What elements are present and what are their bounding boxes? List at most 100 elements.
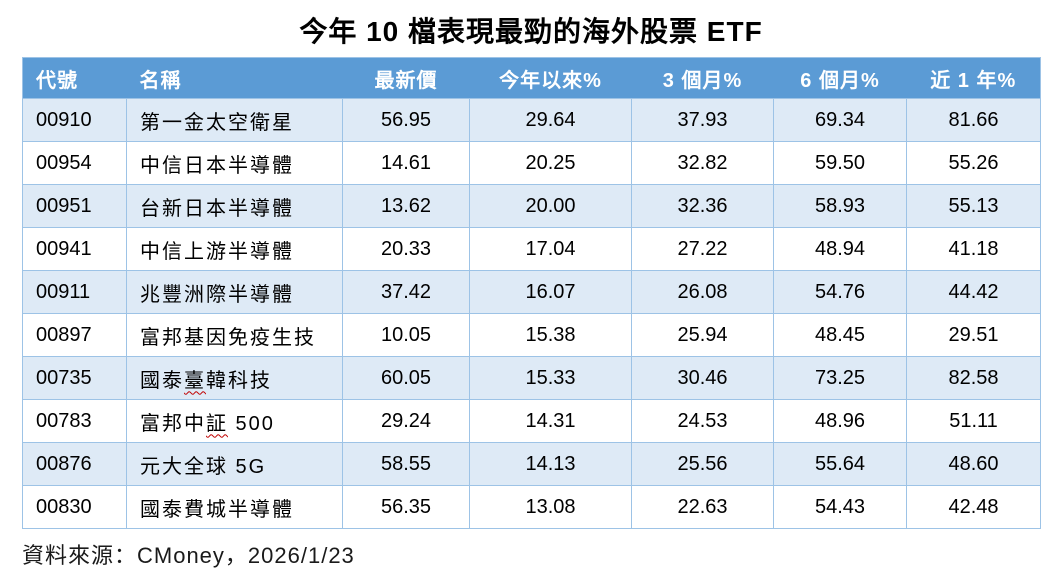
cell-code: 00783 (22, 399, 127, 443)
cell-ytd: 13.08 (469, 485, 632, 529)
cell-name: 富邦中証 500 (126, 399, 343, 443)
name-text: 國泰 (140, 369, 184, 392)
cell-name: 兆豐洲際半導體 (126, 270, 343, 314)
cell-code: 00735 (22, 356, 127, 400)
name-text: 中信上游半導體 (140, 240, 294, 263)
cell-price: 13.62 (342, 184, 470, 228)
source-note: 資料來源：CMoney，2026/1/23 (22, 543, 355, 568)
column-header-latest-price: 最新價 (342, 57, 470, 99)
name-text: 元大全球 5G (140, 455, 267, 478)
cell-y1: 42.48 (906, 485, 1041, 529)
etf-table-body: 00910 第一金太空衛星 56.95 29.64 37.93 69.34 81.66 009… (22, 98, 1041, 529)
cell-m3: 24.53 (631, 399, 774, 443)
cell-m6: 73.25 (773, 356, 907, 400)
cell-m6: 55.64 (773, 442, 907, 486)
cell-m6: 69.34 (773, 98, 907, 142)
cell-m6: 54.76 (773, 270, 907, 314)
column-header-name: 名稱 (126, 57, 343, 99)
cell-code: 00876 (22, 442, 127, 486)
cell-name: 國泰臺韓科技 (126, 356, 343, 400)
cell-name: 中信日本半導體 (126, 141, 343, 185)
cell-ytd: 29.64 (469, 98, 632, 142)
cell-name: 富邦基因免疫生技 (126, 313, 343, 357)
cell-y1: 29.51 (906, 313, 1041, 357)
etf-performance-table: 代號 名稱 最新價 今年以來% 3 個月% 6 個月% 近 1 年% 00910… (22, 57, 1041, 529)
cell-m6: 48.96 (773, 399, 907, 443)
table-row: 00911 兆豐洲際半導體 37.42 16.07 26.08 54.76 44.42 (22, 270, 1041, 314)
cell-m6: 54.43 (773, 485, 907, 529)
cell-price: 56.95 (342, 98, 470, 142)
cell-m3: 27.22 (631, 227, 774, 271)
table-row: 00910 第一金太空衛星 56.95 29.64 37.93 69.34 81.66 (22, 98, 1041, 142)
cell-y1: 55.26 (906, 141, 1041, 185)
table-row: 00876 元大全球 5G 58.55 14.13 25.56 55.64 48.60 (22, 442, 1041, 486)
misspelled-text: 臺 (184, 369, 206, 392)
cell-price: 29.24 (342, 399, 470, 443)
cell-price: 56.35 (342, 485, 470, 529)
cell-m3: 25.94 (631, 313, 774, 357)
name-text: 中信日本半導體 (140, 154, 294, 177)
cell-y1: 51.11 (906, 399, 1041, 443)
cell-ytd: 14.13 (469, 442, 632, 486)
cell-name: 國泰費城半導體 (126, 485, 343, 529)
misspelled-text: 証 (206, 412, 228, 435)
column-header-3month-percent: 3 個月% (631, 57, 774, 99)
cell-code: 00954 (22, 141, 127, 185)
cell-price: 10.05 (342, 313, 470, 357)
cell-code: 00951 (22, 184, 127, 228)
table-row: 00941 中信上游半導體 20.33 17.04 27.22 48.94 41.18 (22, 227, 1041, 271)
cell-price: 37.42 (342, 270, 470, 314)
table-row: 00897 富邦基因免疫生技 10.05 15.38 25.94 48.45 29.51 (22, 313, 1041, 357)
cell-m6: 59.50 (773, 141, 907, 185)
cell-y1: 55.13 (906, 184, 1041, 228)
name-text: 國泰費城半導體 (140, 498, 294, 521)
cell-m3: 32.36 (631, 184, 774, 228)
cell-code: 00941 (22, 227, 127, 271)
cell-price: 58.55 (342, 442, 470, 486)
column-header-1year-percent: 近 1 年% (906, 57, 1041, 99)
cell-name: 第一金太空衛星 (126, 98, 343, 142)
cell-m3: 26.08 (631, 270, 774, 314)
cell-m3: 30.46 (631, 356, 774, 400)
name-text: 500 (228, 412, 275, 435)
table-row: 00783 富邦中証 500 29.24 14.31 24.53 48.96 51.11 (22, 399, 1041, 443)
name-text: 第一金太空衛星 (140, 111, 294, 134)
cell-y1: 82.58 (906, 356, 1041, 400)
cell-y1: 48.60 (906, 442, 1041, 486)
cell-name: 元大全球 5G (126, 442, 343, 486)
column-header-ytd-percent: 今年以來% (469, 57, 632, 99)
cell-y1: 44.42 (906, 270, 1041, 314)
cell-ytd: 14.31 (469, 399, 632, 443)
cell-m3: 32.82 (631, 141, 774, 185)
cell-name: 台新日本半導體 (126, 184, 343, 228)
cell-code: 00911 (22, 270, 127, 314)
cell-ytd: 20.25 (469, 141, 632, 185)
cell-name: 中信上游半導體 (126, 227, 343, 271)
cell-code: 00897 (22, 313, 127, 357)
cell-m6: 48.45 (773, 313, 907, 357)
column-header-code: 代號 (22, 57, 127, 99)
cell-code: 00910 (22, 98, 127, 142)
name-text: 台新日本半導體 (140, 197, 294, 220)
name-text: 富邦基因免疫生技 (140, 326, 316, 349)
cell-ytd: 20.00 (469, 184, 632, 228)
table-header-row: 代號 名稱 最新價 今年以來% 3 個月% 6 個月% 近 1 年% (22, 57, 1041, 99)
cell-price: 60.05 (342, 356, 470, 400)
cell-ytd: 17.04 (469, 227, 632, 271)
table-row: 00735 國泰臺韓科技 60.05 15.33 30.46 73.25 82.58 (22, 356, 1041, 400)
name-text: 兆豐洲際半導體 (140, 283, 294, 306)
column-header-6month-percent: 6 個月% (773, 57, 907, 99)
cell-m6: 48.94 (773, 227, 907, 271)
cell-price: 14.61 (342, 141, 470, 185)
cell-ytd: 15.38 (469, 313, 632, 357)
cell-m3: 37.93 (631, 98, 774, 142)
cell-m6: 58.93 (773, 184, 907, 228)
name-text: 韓科技 (206, 369, 272, 392)
cell-m3: 22.63 (631, 485, 774, 529)
cell-m3: 25.56 (631, 442, 774, 486)
table-row: 00954 中信日本半導體 14.61 20.25 32.82 59.50 55.26 (22, 141, 1041, 185)
table-row: 00830 國泰費城半導體 56.35 13.08 22.63 54.43 42.48 (22, 485, 1041, 529)
name-text: 富邦中 (140, 412, 206, 435)
cell-ytd: 16.07 (469, 270, 632, 314)
